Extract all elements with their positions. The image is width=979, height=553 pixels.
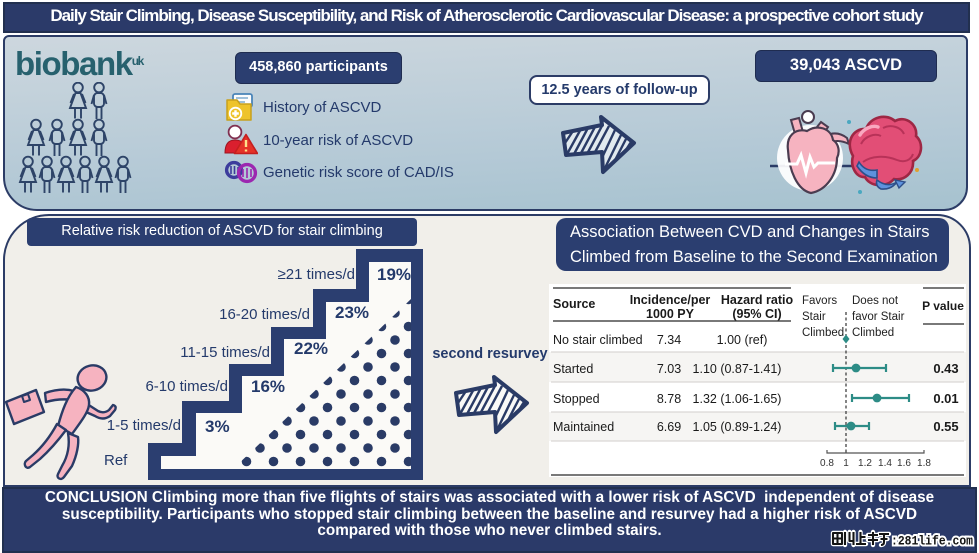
svg-text:Incidence/per: Incidence/per xyxy=(630,293,711,307)
svg-text::281life.com: :281life.com xyxy=(891,534,973,549)
svg-text:8.78: 8.78 xyxy=(657,392,681,406)
svg-text:7.34: 7.34 xyxy=(657,333,681,347)
svg-text:Climbed: Climbed xyxy=(852,327,894,339)
svg-text:Does not: Does not xyxy=(852,295,899,307)
svg-text:0.55: 0.55 xyxy=(933,419,958,434)
svg-text:1.32 (1.06-1.65): 1.32 (1.06-1.65) xyxy=(693,392,782,406)
svg-text:1.4: 1.4 xyxy=(878,458,892,469)
svg-text:favor Stair: favor Stair xyxy=(852,311,905,323)
svg-text:1000 PY: 1000 PY xyxy=(646,307,695,321)
svg-text:0.8: 0.8 xyxy=(820,458,834,469)
svg-text:Favors: Favors xyxy=(802,295,837,307)
svg-text:Source: Source xyxy=(553,297,595,311)
svg-text:0.01: 0.01 xyxy=(933,391,958,406)
svg-text:1.2: 1.2 xyxy=(858,458,872,469)
svg-text:P value: P value xyxy=(922,299,964,313)
svg-text:0.43: 0.43 xyxy=(933,361,958,376)
svg-text:Climbed: Climbed xyxy=(802,327,844,339)
svg-text:1: 1 xyxy=(843,458,849,469)
svg-text:No stair climbed: No stair climbed xyxy=(553,333,643,347)
svg-text:1.10 (0.87-1.41): 1.10 (0.87-1.41) xyxy=(693,362,782,376)
svg-text::281life.com: :281life.com xyxy=(891,534,973,549)
svg-text:1.8: 1.8 xyxy=(917,458,931,469)
svg-text:Started: Started xyxy=(553,362,593,376)
svg-text:1.00 (ref): 1.00 (ref) xyxy=(717,333,768,347)
svg-text:1.6: 1.6 xyxy=(897,458,911,469)
svg-text:Hazard ratio: Hazard ratio xyxy=(721,293,794,307)
svg-text:1.05 (0.89-1.24): 1.05 (0.89-1.24) xyxy=(693,420,782,434)
svg-text:6.69: 6.69 xyxy=(657,420,681,434)
svg-text:(95% CI): (95% CI) xyxy=(732,307,781,321)
svg-text:Stair: Stair xyxy=(802,311,826,323)
svg-text:Maintained: Maintained xyxy=(553,420,614,434)
svg-text:7.03: 7.03 xyxy=(657,362,681,376)
svg-text:Stopped: Stopped xyxy=(553,392,600,406)
